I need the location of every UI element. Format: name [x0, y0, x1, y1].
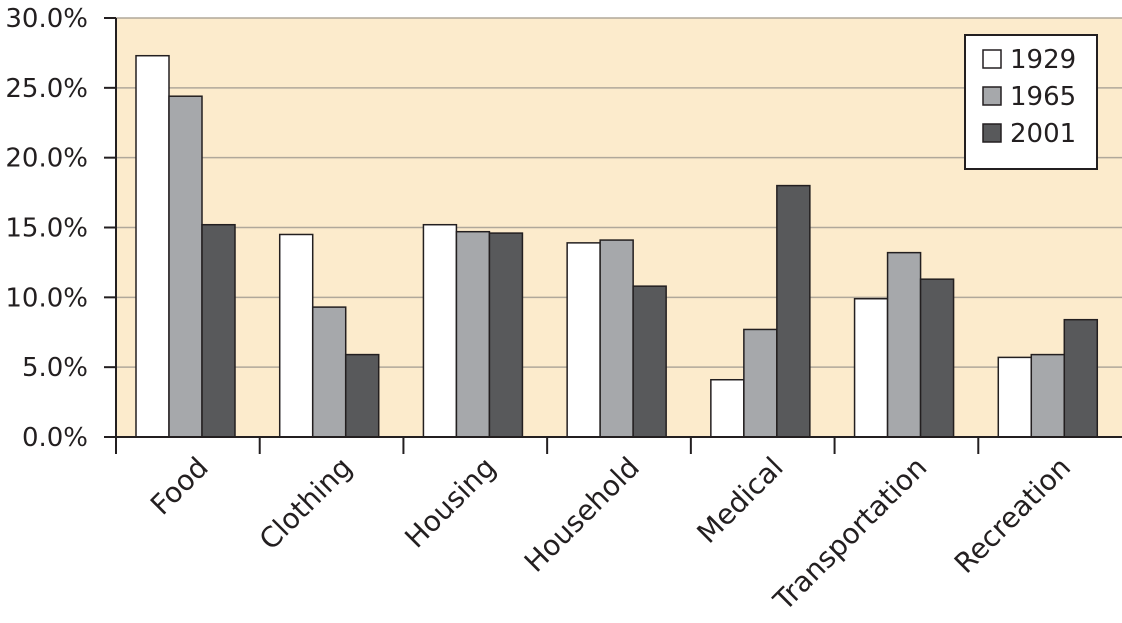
- bar-food-1965: [168, 95, 203, 438]
- x-axis-labels: Food Clothing Housing Household MedicalTrans…: [144, 451, 1077, 618]
- y-tick-label: 10.0%: [5, 283, 88, 313]
- bar-household-1965: [599, 239, 634, 438]
- legend-label-2001: 2001: [1010, 119, 1076, 149]
- bar-medical-1929: [710, 378, 745, 438]
- y-tick-label: 20.0%: [5, 144, 88, 174]
- bar-clothing-2001: [344, 353, 380, 438]
- bar-food-2001: [201, 223, 236, 438]
- x-tick-label: Food: [144, 451, 215, 522]
- legend: 1929 1965 2001: [964, 34, 1098, 170]
- y-tick-label: 25.0%: [5, 74, 88, 104]
- x-tick-label: Transportation: [766, 451, 933, 618]
- x-tick-label: Recreation: [948, 451, 1077, 580]
- x-tick-label: Clothing: [253, 451, 359, 557]
- bar-transportation-1929: [853, 297, 889, 438]
- bar-transportation-2001: [919, 278, 955, 438]
- legend-swatch-1965: [982, 86, 1002, 106]
- y-tick-label: 30.0%: [5, 4, 88, 34]
- bar-recreation-1965: [1030, 353, 1066, 438]
- bar-household-2001: [632, 285, 667, 438]
- x-tick-label: Household: [518, 451, 646, 579]
- y-tick-label: 15.0%: [5, 214, 88, 244]
- legend-swatch-1929: [982, 49, 1002, 69]
- bar-medical-1965: [743, 328, 778, 438]
- bars: [135, 54, 1099, 438]
- bar-clothing-1965: [311, 306, 347, 438]
- bar-housing-1929: [422, 223, 458, 438]
- x-axis-ticks: [115, 437, 980, 454]
- y-axis-ticks: 0.0% 5.0% 10.0% 15.0% 20.0% 25.0% 30.0%: [5, 4, 116, 453]
- bar-clothing-1929: [278, 233, 314, 438]
- legend-label-1965: 1965: [1010, 82, 1076, 112]
- bar-recreation-2001: [1063, 318, 1099, 438]
- bar-medical-2001: [776, 184, 811, 438]
- bar-household-1929: [566, 242, 601, 438]
- legend-swatch-2001: [982, 123, 1002, 143]
- bar-housing-1965: [455, 230, 491, 438]
- bar-recreation-1929: [997, 356, 1033, 438]
- x-tick-label: Medical: [690, 451, 789, 550]
- bar-transportation-1965: [886, 251, 922, 438]
- y-tick-label: 0.0%: [22, 423, 88, 453]
- y-tick-label: 5.0%: [22, 353, 88, 383]
- bar-food-1929: [135, 54, 170, 438]
- legend-label-1929: 1929: [1010, 45, 1076, 75]
- x-tick-label: Housing: [398, 451, 502, 555]
- bar-housing-2001: [488, 232, 524, 438]
